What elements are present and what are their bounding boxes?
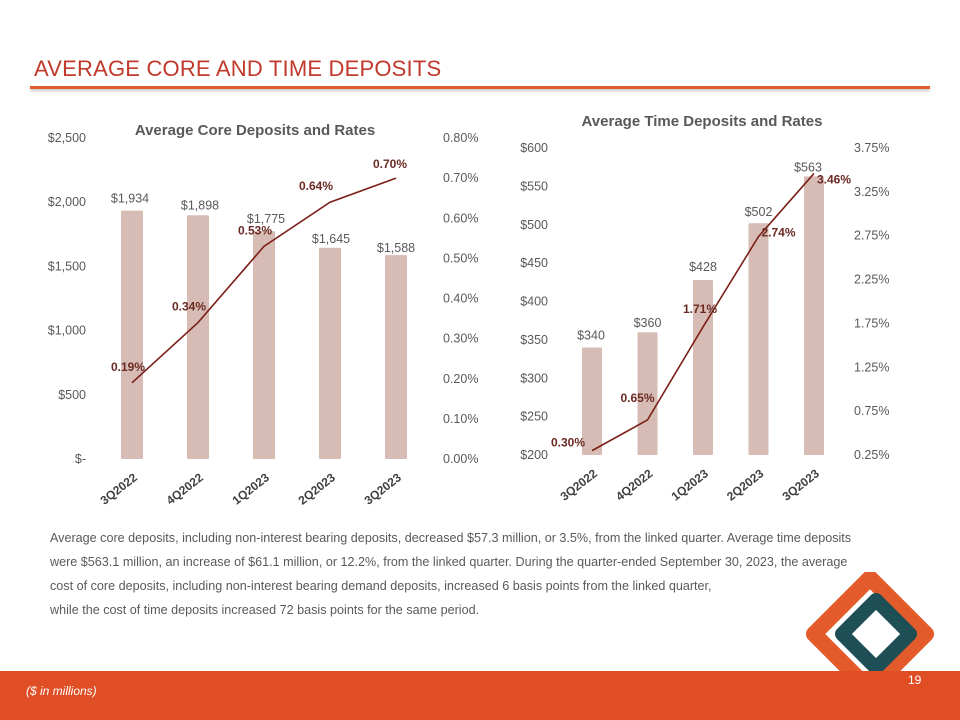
y2-tick-label: 0.30% <box>443 332 478 346</box>
y2-tick-label: 0.60% <box>443 211 478 225</box>
y-tick-label: $2,500 <box>48 131 86 145</box>
rate-value-label: 0.65% <box>620 391 654 405</box>
y-tick-label: $450 <box>520 256 548 270</box>
y-tick-label: $250 <box>520 410 548 424</box>
bar <box>121 210 143 459</box>
y-tick-label: $1,000 <box>48 324 86 338</box>
rate-value-label: 0.53% <box>238 223 272 237</box>
bar-value-label: $428 <box>689 260 717 274</box>
bar-value-label: $1,645 <box>312 232 350 246</box>
y-tick-label: $500 <box>520 218 548 232</box>
summary-line: while the cost of time deposits increase… <box>50 603 480 617</box>
y-tick-label: $300 <box>520 371 548 385</box>
summary-paragraph: Average core deposits, including non-int… <box>50 526 910 622</box>
x-tick-label: 4Q2022 <box>613 466 656 504</box>
rate-value-label: 0.70% <box>373 157 407 171</box>
y2-tick-label: 2.25% <box>854 273 889 287</box>
rate-line <box>591 172 815 452</box>
bar <box>748 223 769 455</box>
rate-value-label: 2.74% <box>761 226 795 240</box>
bar <box>637 332 658 455</box>
y2-tick-label: 0.50% <box>443 251 478 265</box>
summary-line: Average core deposits, including non-int… <box>50 531 852 545</box>
y2-tick-label: 0.10% <box>443 412 478 426</box>
chart-title: Average Core Deposits and Rates <box>135 122 375 139</box>
y2-tick-label: 0.25% <box>854 448 889 462</box>
y2-tick-label: 1.75% <box>854 316 889 330</box>
y2-tick-label: 0.00% <box>443 452 478 466</box>
rate-line <box>131 177 397 384</box>
rate-value-label: 0.64% <box>299 179 333 193</box>
x-tick-label: 1Q2023 <box>669 466 712 504</box>
summary-line: cost of core deposits, including non-int… <box>50 579 712 593</box>
rate-value-label: 0.19% <box>111 360 145 374</box>
page-number: 19 <box>908 673 922 687</box>
y-tick-label: $2,000 <box>48 195 86 209</box>
footer-bar <box>0 671 960 720</box>
bar <box>693 280 713 455</box>
bar <box>253 231 275 459</box>
y-tick-label: $550 <box>520 179 548 193</box>
bar-value-label: $360 <box>634 316 662 330</box>
y2-tick-label: 3.75% <box>854 141 889 155</box>
title-divider <box>30 86 930 89</box>
bar-value-label: $563 <box>794 160 822 174</box>
y-tick-label: $500 <box>58 388 86 402</box>
y-tick-label: $350 <box>520 333 548 347</box>
rate-value-label: 0.34% <box>172 300 206 314</box>
bar-value-label: $1,775 <box>247 212 285 226</box>
y-tick-label: $200 <box>520 448 548 462</box>
rate-value-label: 1.71% <box>683 302 717 316</box>
x-tick-label: 3Q2023 <box>780 466 823 504</box>
y2-tick-label: 3.25% <box>854 185 889 199</box>
bar <box>582 347 602 455</box>
bar-value-label: $502 <box>745 205 773 219</box>
bar <box>319 247 341 459</box>
units-footnote: ($ in millions) <box>26 684 97 698</box>
bar <box>804 176 824 455</box>
y2-tick-label: 0.75% <box>854 404 889 418</box>
bar-value-label: $1,934 <box>111 192 149 206</box>
y-tick-label: $- <box>75 452 86 466</box>
bar <box>187 215 209 459</box>
y2-tick-label: 2.75% <box>854 229 889 243</box>
x-tick-label: 3Q2022 <box>558 466 601 504</box>
y2-tick-label: 0.40% <box>443 292 478 306</box>
bar-value-label: $340 <box>577 329 605 343</box>
bar-value-label: $1,898 <box>181 198 219 212</box>
rate-value-label: 0.30% <box>551 436 585 450</box>
summary-line: were $563.1 million, an increase of $61.… <box>50 555 848 569</box>
y-tick-label: $1,500 <box>48 259 86 273</box>
y-tick-label: $400 <box>520 295 548 309</box>
y-tick-label: $600 <box>520 141 548 155</box>
x-tick-label: 2Q2023 <box>724 466 767 504</box>
bar-value-label: $1,588 <box>377 241 415 255</box>
y2-tick-label: 0.20% <box>443 372 478 386</box>
page-title: AVERAGE CORE AND TIME DEPOSITS <box>34 56 442 81</box>
y2-tick-label: 0.80% <box>443 131 478 145</box>
rate-value-label: 3.46% <box>817 172 851 186</box>
bar <box>385 255 407 459</box>
y2-tick-label: 0.70% <box>443 171 478 185</box>
y2-tick-label: 1.25% <box>854 360 889 374</box>
chart-title: Average Time Deposits and Rates <box>582 113 823 130</box>
